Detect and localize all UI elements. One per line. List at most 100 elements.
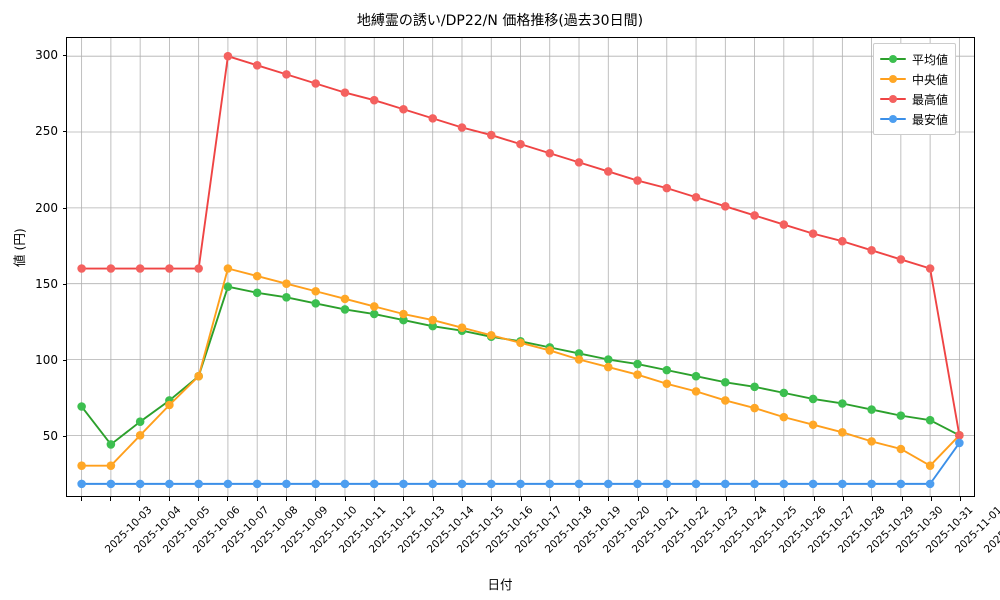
series-line-3 bbox=[80, 441, 961, 485]
legend-swatch-icon bbox=[880, 73, 906, 85]
y-tick-label: 200 bbox=[35, 200, 58, 215]
data-point bbox=[252, 288, 262, 298]
x-tick-mark bbox=[432, 497, 434, 501]
legend-item-3[interactable]: 最安値 bbox=[880, 109, 948, 129]
y-tick-mark bbox=[62, 55, 66, 57]
data-point bbox=[721, 202, 730, 211]
data-point bbox=[516, 139, 525, 149]
x-tick-mark bbox=[725, 497, 727, 501]
data-point bbox=[633, 359, 642, 369]
data-point bbox=[311, 299, 320, 308]
data-point bbox=[428, 114, 438, 123]
series-line-0 bbox=[80, 285, 961, 446]
series-line-1 bbox=[80, 267, 961, 467]
data-point bbox=[252, 271, 262, 281]
data-point bbox=[223, 479, 233, 489]
x-tick-mark bbox=[256, 497, 258, 501]
data-point bbox=[486, 330, 496, 340]
plot-area bbox=[66, 37, 975, 497]
data-point bbox=[428, 315, 438, 325]
x-axis-title: 日付 bbox=[487, 577, 513, 592]
data-point bbox=[925, 415, 935, 425]
data-point bbox=[721, 479, 730, 489]
legend-label: 平均値 bbox=[912, 52, 949, 67]
data-point bbox=[808, 229, 818, 238]
data-point bbox=[223, 282, 233, 291]
legend-item-1[interactable]: 中央値 bbox=[880, 69, 948, 89]
data-point bbox=[399, 104, 408, 114]
data-point bbox=[135, 417, 145, 426]
data-series-layer bbox=[77, 51, 964, 489]
y-tick-label: 250 bbox=[35, 124, 58, 139]
x-tick-mark bbox=[139, 497, 141, 501]
data-point bbox=[516, 338, 525, 348]
data-point bbox=[808, 420, 818, 430]
data-point bbox=[545, 148, 555, 158]
x-tick-mark bbox=[491, 497, 493, 501]
data-point bbox=[165, 264, 174, 273]
data-point bbox=[750, 382, 759, 392]
x-tick-mark bbox=[315, 497, 317, 501]
data-point bbox=[867, 246, 876, 255]
data-point bbox=[633, 176, 642, 185]
data-point bbox=[399, 479, 408, 489]
data-point bbox=[925, 479, 935, 489]
x-tick-mark bbox=[373, 497, 375, 501]
data-point bbox=[252, 61, 262, 70]
legend-label: 最高値 bbox=[912, 92, 949, 107]
data-point bbox=[428, 321, 438, 331]
data-point bbox=[340, 479, 350, 489]
data-point bbox=[223, 264, 233, 273]
chart-title: 地縛霊の誘い/DP22/N 価格推移(過去30日間) bbox=[356, 13, 644, 29]
x-tick-mark bbox=[637, 497, 639, 501]
data-point bbox=[633, 370, 642, 379]
data-point bbox=[77, 264, 86, 273]
data-point bbox=[282, 479, 291, 489]
legend-item-2[interactable]: 最高値 bbox=[880, 89, 948, 109]
data-point bbox=[662, 365, 672, 375]
data-point bbox=[282, 70, 291, 79]
y-tick-mark bbox=[62, 207, 66, 209]
data-point bbox=[340, 88, 350, 97]
x-tick-mark bbox=[784, 497, 786, 501]
data-point bbox=[779, 412, 789, 422]
y-tick-label: 50 bbox=[42, 429, 58, 444]
data-point bbox=[955, 431, 964, 440]
data-point bbox=[369, 479, 379, 489]
data-point bbox=[662, 183, 672, 193]
data-point bbox=[194, 371, 203, 381]
y-tick-label: 150 bbox=[35, 276, 58, 291]
x-tick-mark bbox=[755, 497, 757, 501]
data-point bbox=[574, 479, 584, 489]
x-tick-mark bbox=[520, 497, 522, 501]
data-point bbox=[779, 479, 789, 489]
x-tick-mark bbox=[344, 497, 346, 501]
data-point bbox=[106, 440, 116, 449]
data-point bbox=[838, 428, 847, 437]
data-point bbox=[750, 479, 759, 489]
data-point bbox=[838, 399, 847, 408]
x-tick-mark bbox=[285, 497, 287, 501]
data-point bbox=[691, 371, 701, 381]
data-point bbox=[691, 192, 701, 202]
data-point bbox=[867, 405, 876, 414]
data-point bbox=[896, 444, 906, 454]
data-point bbox=[311, 479, 320, 489]
data-point bbox=[633, 479, 642, 489]
data-point bbox=[165, 479, 174, 489]
x-tick-mark bbox=[109, 497, 111, 501]
data-point bbox=[545, 479, 555, 489]
data-point bbox=[282, 293, 291, 302]
data-point bbox=[311, 79, 320, 88]
data-point bbox=[896, 479, 906, 489]
chart-legend: 平均値中央値最高値最安値 bbox=[873, 43, 957, 135]
data-point bbox=[721, 377, 730, 387]
legend-swatch-icon bbox=[880, 53, 906, 65]
x-tick-mark bbox=[579, 497, 581, 501]
data-point bbox=[896, 411, 906, 420]
legend-item-0[interactable]: 平均値 bbox=[880, 49, 948, 69]
data-point bbox=[77, 461, 86, 470]
data-point bbox=[106, 461, 116, 470]
legend-label: 中央値 bbox=[912, 72, 949, 87]
